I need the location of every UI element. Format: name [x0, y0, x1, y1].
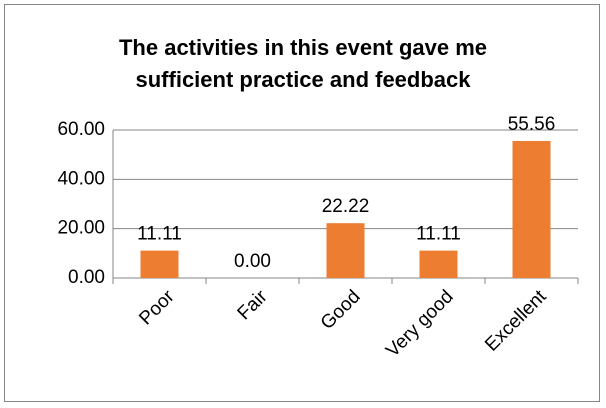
y-tick-label: 20.00 [57, 218, 105, 239]
chart-frame [4, 4, 600, 402]
bar [140, 250, 179, 278]
x-tick-label: Good [317, 286, 365, 334]
chart-title: The activities in this event gave me suf… [118, 35, 488, 92]
data-label: 0.00 [234, 251, 271, 272]
x-tick-label: Very good [382, 286, 457, 361]
bar [326, 223, 365, 278]
x-tick-label: Excellent [481, 286, 551, 356]
y-tick-label: 40.00 [57, 168, 105, 189]
bar [512, 140, 551, 278]
y-tick-label: 0.00 [68, 267, 105, 288]
bar [419, 250, 458, 278]
data-label: 11.11 [137, 224, 182, 245]
data-label: 22.22 [322, 196, 370, 217]
data-label: 11.11 [416, 224, 461, 245]
data-label: 55.56 [508, 114, 556, 135]
x-tick-label: Fair [234, 286, 272, 324]
x-tick-label: Poor [135, 286, 179, 330]
y-tick-label: 60.00 [57, 119, 105, 140]
